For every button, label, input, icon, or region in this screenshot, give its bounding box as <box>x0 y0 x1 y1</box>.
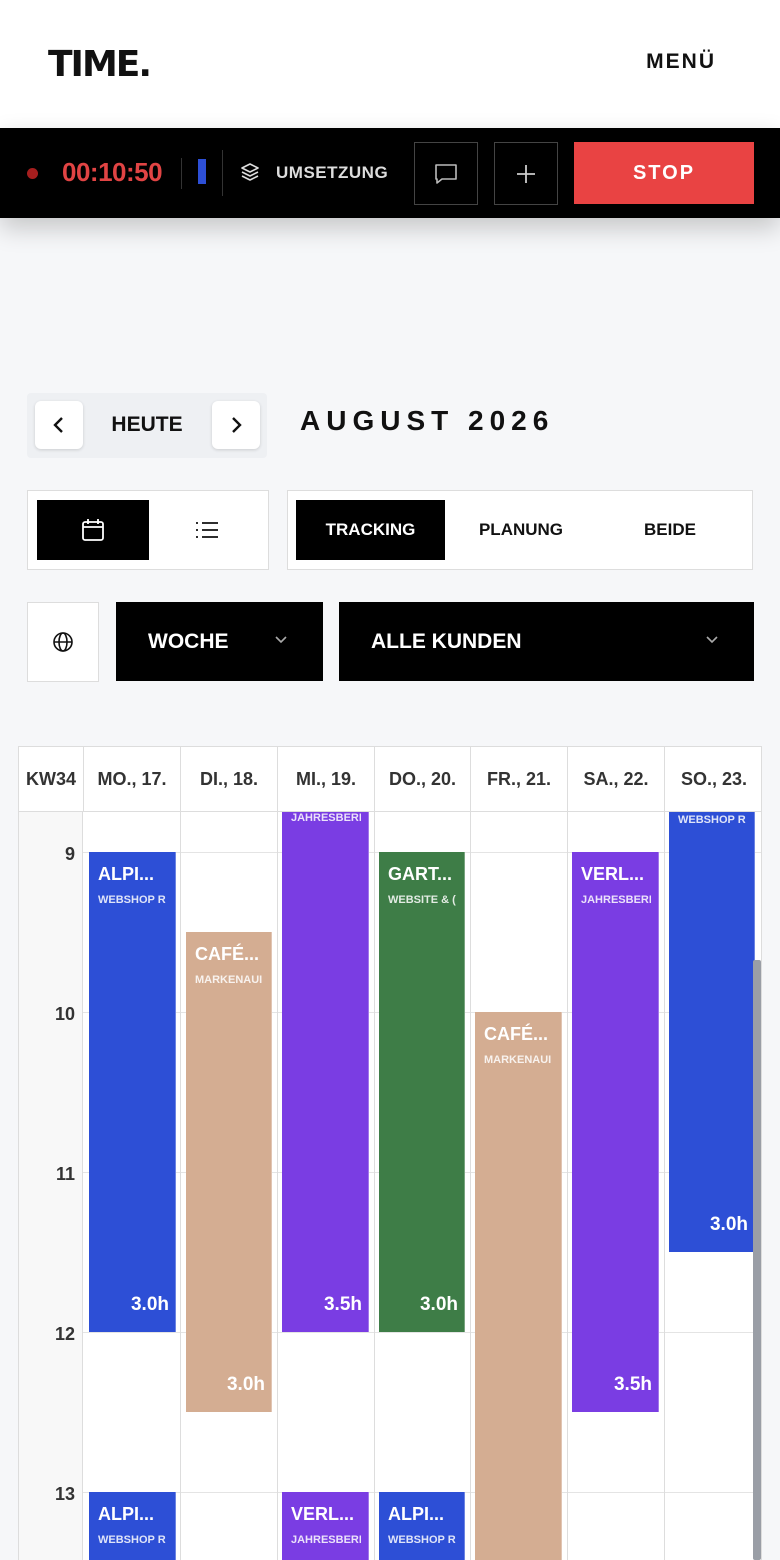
calendar-event[interactable]: ALPI... WEBSHOP R <box>379 1492 465 1560</box>
event-title: VERL... <box>581 864 645 884</box>
day-header-do[interactable]: DO., 20. <box>375 747 471 811</box>
plus-icon <box>517 164 535 183</box>
event-duration: 3.0h <box>709 1214 748 1235</box>
event-title: ALPI... <box>98 864 155 884</box>
calendar-event[interactable]: ALPI... WEBSHOP R <box>89 1492 176 1560</box>
calendar-event[interactable]: GART... WEBSITE & ( 3.0h <box>379 852 465 1332</box>
calendar-grid: 9 10 11 12 13 ALPI... WEBSHOP R 3.0h CAF… <box>19 752 761 1560</box>
today-button[interactable]: HEUTE <box>111 413 183 436</box>
hour-label: 9 <box>64 844 75 864</box>
day-header-di[interactable]: DI., 18. <box>181 747 278 811</box>
week-number: KW34 <box>19 747 84 811</box>
chevron-left-icon <box>53 417 63 433</box>
next-button[interactable] <box>212 401 260 449</box>
layers-icon <box>241 163 259 181</box>
day-header-fr[interactable]: FR., 21. <box>471 747 568 811</box>
mode-tracking[interactable]: TRACKING <box>296 500 445 560</box>
stop-button[interactable]: STOP <box>574 142 754 204</box>
app-header: TIME. MENÜ <box>0 0 780 128</box>
client-select[interactable]: ALLE KUNDEN <box>339 602 754 681</box>
day-divider <box>567 812 568 1560</box>
calendar-event[interactable]: VERL... JAHRESBERI <box>282 1492 369 1560</box>
event-duration: 3.5h <box>613 1374 652 1395</box>
globe-icon <box>53 632 73 652</box>
timezone-button[interactable] <box>27 602 99 682</box>
calendar-event[interactable]: CAFÉ... MARKENAUI <box>475 1012 562 1560</box>
day-header-mi[interactable]: MI., 19. <box>278 747 375 811</box>
timer-display: 00:10:50 <box>62 157 163 187</box>
hour-label: 12 <box>54 1324 75 1344</box>
chevron-down-icon <box>706 636 718 644</box>
divider <box>181 158 182 189</box>
event-duration: 3.0h <box>130 1294 169 1315</box>
event-subtitle: WEBSHOP R <box>388 1534 456 1546</box>
week-calendar: KW34 MO., 17. DI., 18. MI., 19. DO., 20.… <box>18 746 762 1560</box>
timer-bar: 00:10:50 UMSETZUNG STOP <box>0 128 780 218</box>
event-title: VERL... <box>291 1504 355 1524</box>
calendar-event[interactable]: CAFÉ... MARKENAUI 3.0h <box>186 932 272 1412</box>
calendar-view-button[interactable] <box>37 500 149 560</box>
divider <box>222 150 223 196</box>
event-subtitle: WEBSHOP R <box>98 1534 166 1546</box>
add-entry-button[interactable] <box>494 142 558 205</box>
day-divider <box>277 812 278 1560</box>
chevron-right-icon <box>232 417 242 433</box>
event-subtitle: JAHRESBERI <box>291 812 361 824</box>
event-subtitle: JAHRESBERI <box>581 894 651 906</box>
mode-beide[interactable]: BEIDE <box>644 520 696 539</box>
day-divider <box>180 812 181 1560</box>
event-duration: 3.0h <box>226 1374 265 1395</box>
list-view-button[interactable] <box>153 500 261 560</box>
day-header-sa[interactable]: SA., 22. <box>568 747 665 811</box>
calendar-event[interactable]: VERL... JAHRESBERI 3.5h <box>572 852 659 1412</box>
date-navigation: HEUTE <box>27 393 267 458</box>
event-subtitle: WEBSHOP R <box>98 894 166 906</box>
calendar-event[interactable]: JAHRESBERI 3.5h <box>282 772 369 1332</box>
event-title: ALPI... <box>388 1504 445 1524</box>
event-duration: 3.5h <box>323 1294 362 1315</box>
current-project[interactable]: UMSETZUNG <box>276 163 389 182</box>
comment-button[interactable] <box>414 142 478 205</box>
event-subtitle: MARKENAUI <box>484 1054 552 1066</box>
chevron-down-icon <box>275 636 287 644</box>
day-divider <box>664 812 665 1560</box>
range-select-value: WOCHE <box>148 630 229 653</box>
month-title: AUGUST 2026 <box>300 405 555 436</box>
project-color-marker <box>198 159 206 184</box>
event-title: ALPI... <box>98 1504 155 1524</box>
range-select[interactable]: WOCHE <box>116 602 323 681</box>
list-icon <box>196 522 218 538</box>
day-divider <box>470 812 471 1560</box>
mode-toggle: TRACKING PLANUNG BEIDE <box>287 490 753 570</box>
day-header-mo[interactable]: MO., 17. <box>84 747 181 811</box>
calendar-event[interactable]: ALPI... WEBSHOP R 3.0h <box>89 852 176 1332</box>
day-header-so[interactable]: SO., 23. <box>680 768 748 789</box>
calendar-icon <box>82 519 104 541</box>
view-toggle <box>27 490 269 570</box>
event-subtitle: WEBSITE & ( <box>388 894 456 906</box>
mode-planung[interactable]: PLANUNG <box>478 520 564 539</box>
hour-line <box>83 1332 761 1333</box>
calendar-event[interactable]: WEBSHOP R 3.0h <box>669 752 755 1252</box>
event-title: GART... <box>388 864 453 884</box>
hour-label: 13 <box>54 1484 75 1504</box>
menu-button[interactable]: MENÜ <box>646 50 716 73</box>
event-title: CAFÉ... <box>195 944 260 964</box>
hour-label: 10 <box>54 1004 75 1024</box>
calendar-header: KW34 MO., 17. DI., 18. MI., 19. DO., 20.… <box>19 746 761 812</box>
hour-column: 9 10 11 12 13 <box>19 812 83 1560</box>
recording-indicator <box>27 168 38 179</box>
client-select-value: ALLE KUNDEN <box>371 630 522 653</box>
hour-label: 11 <box>55 1164 75 1184</box>
comment-icon <box>435 163 457 184</box>
event-subtitle: MARKENAUI <box>195 974 263 986</box>
event-subtitle: WEBSHOP R <box>678 814 746 826</box>
calendar-scrollbar[interactable] <box>753 960 761 1560</box>
event-duration: 3.0h <box>419 1294 458 1315</box>
event-subtitle: JAHRESBERI <box>291 1534 361 1546</box>
day-divider <box>374 812 375 1560</box>
event-title: CAFÉ... <box>484 1024 549 1044</box>
previous-button[interactable] <box>35 401 83 449</box>
app-logo[interactable]: TIME. <box>48 44 152 85</box>
